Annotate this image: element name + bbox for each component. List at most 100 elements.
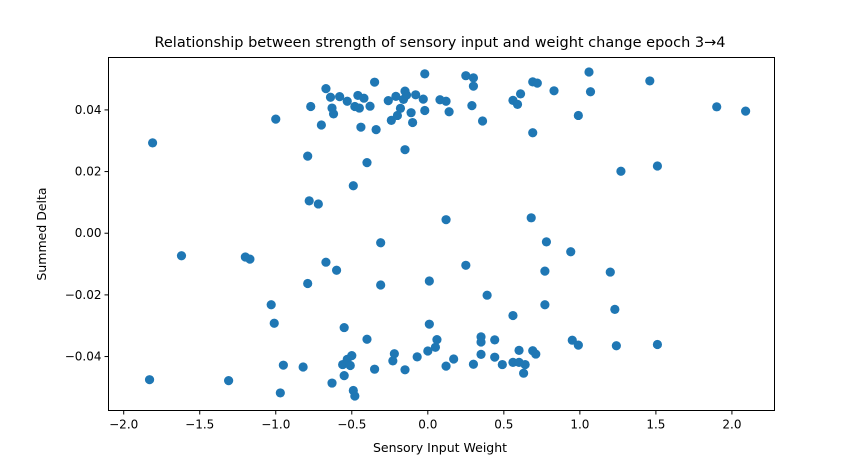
x-tick-label: 0.5 [494,418,513,432]
scatter-point [585,87,596,97]
y-tick-label: 0.04 [75,103,102,117]
y-axis-label: Summed Delta [34,187,49,280]
scatter-point [540,300,550,310]
y-tick-label: 0.02 [75,165,102,179]
scatter-point [467,100,477,111]
scatter-point [441,215,451,225]
scatter-point [176,251,187,261]
scatter-point [418,94,428,104]
scatter-point [388,356,398,366]
scatter-point [321,257,331,267]
scatter-point [401,90,412,100]
scatter-point [316,120,326,130]
scatter-point [278,360,288,370]
scatter-point [406,108,416,118]
x-tick-label: −0.5 [337,418,366,432]
scatter-point [331,265,342,275]
scatter-point [468,359,479,369]
scatter-point [389,349,399,359]
scatter-point [400,145,410,155]
scatter-point [376,280,386,290]
scatter-point [444,107,454,117]
scatter-point [386,115,396,125]
scatter-point [441,96,451,106]
scatter-point [461,260,471,270]
y-tick-label: −0.02 [65,288,102,302]
scatter-point [424,276,434,286]
scatter-point [356,122,366,132]
scatter-point [354,103,364,113]
scatter-point [540,266,550,276]
scatter-point [275,388,285,398]
scatter-point [298,362,308,372]
scatter-point [741,106,751,116]
x-tick-label: −1.5 [185,418,214,432]
scatter-point [359,93,369,103]
scatter-point [549,86,559,96]
scatter-point [411,90,421,100]
scatter-point [362,158,372,168]
scatter-point [371,125,381,135]
x-tick-label: −2.0 [109,418,138,432]
scatter-point [313,199,323,209]
chart-title: Relationship between strength of sensory… [154,35,725,51]
scatter-point [147,138,158,148]
scatter-point [365,101,375,111]
scatter-point [335,92,345,102]
scatter-point [266,300,276,310]
scatter-point [306,101,316,112]
scatter-point [400,365,410,375]
scatter-point [566,247,576,257]
plot-frame [108,57,775,411]
scatter-point [424,319,434,329]
scatter-point [573,110,583,121]
scatter-point [573,340,583,350]
scatter-point [652,161,663,171]
scatter-point [391,91,401,101]
scatter-point [350,391,360,401]
scatter-point [420,105,430,116]
scatter-point [224,375,234,386]
scatter-point [468,73,479,83]
scatter-point [432,334,442,345]
scatter-point [476,332,486,342]
x-axis: −2.0 −1.5 −1.0 −0.5 0.0 0.5 1.0 1.5 2.0 [109,410,741,432]
scatter-point [541,237,552,247]
scatter-point [461,71,471,81]
x-tick-label: 0.0 [418,418,437,432]
scatter-point [514,345,524,355]
scatter-point [304,196,314,206]
scatter-point [383,96,393,106]
scatter-point [327,378,337,388]
scatter-point [616,166,626,176]
scatter-point [303,278,313,289]
scatter-point [342,96,352,106]
scatter-point [339,371,349,381]
scatter-point [528,128,538,138]
scatter-point [369,77,380,87]
scatter-point [321,84,331,94]
scatter-point [369,364,380,374]
scatter-point [490,352,500,362]
scatter-point [532,78,542,88]
scatter-point [325,92,336,102]
scatter-point [362,334,372,344]
scatter-point [482,290,492,300]
y-tick-label: 0.00 [75,226,102,240]
scatter-point [645,76,655,86]
scatter-point [395,103,406,113]
scatter-point [476,349,486,359]
scatter-point [430,342,441,352]
scatter-point [408,117,418,128]
x-tick-label: 2.0 [722,418,741,432]
scatter-point [348,181,358,191]
scatter-point [347,351,357,361]
scatter-point [328,109,339,119]
scatter-point [490,335,500,345]
scatter-point [567,335,577,345]
scatter-point [468,81,479,91]
scatter-point [512,99,523,109]
scatter-point [376,238,386,248]
